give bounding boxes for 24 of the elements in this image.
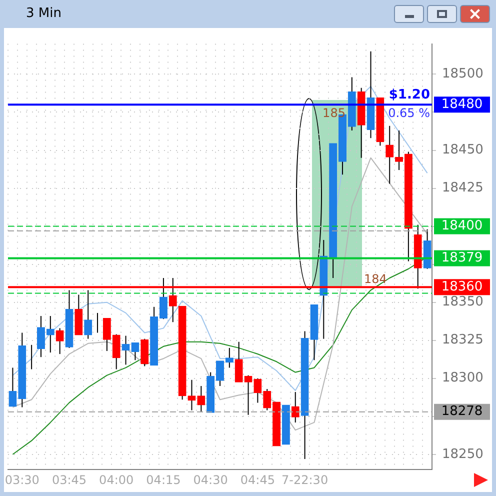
y-tick-label: 18450 xyxy=(442,142,484,158)
annotation: 185 xyxy=(322,106,346,120)
y-tick-label: 18350 xyxy=(442,294,484,310)
y-tick-label: 18500 xyxy=(442,66,484,82)
ref-line-label: 18480 xyxy=(441,97,483,112)
y-tick-label: 18325 xyxy=(442,332,484,348)
x-tick-label: 03:30 xyxy=(4,472,40,487)
x-tick-label: 7-22:30 xyxy=(282,472,328,487)
x-tick-label: 04:30 xyxy=(193,472,228,487)
x-tick-label: 04:00 xyxy=(99,472,134,487)
x-tick-label: 04:45 xyxy=(240,472,275,487)
annotation: $1.20 xyxy=(388,87,430,102)
x-tick-label: 04:15 xyxy=(146,472,181,487)
x-tick-label: 03:45 xyxy=(52,472,87,487)
chart-title: 3 Min xyxy=(26,6,62,21)
ref-line-label: 18379 xyxy=(441,250,483,266)
y-tick-label: 18425 xyxy=(442,180,484,196)
ref-line-label: 18278 xyxy=(441,404,483,420)
y-tick-label: 18250 xyxy=(442,446,484,462)
annotation: 0.65 % xyxy=(388,106,430,120)
ref-line-label: 18400 xyxy=(441,218,483,234)
y-tick-label: 18300 xyxy=(442,370,484,386)
annotation: 184 xyxy=(364,272,387,286)
ref-line-label: 18360 xyxy=(441,279,483,294)
